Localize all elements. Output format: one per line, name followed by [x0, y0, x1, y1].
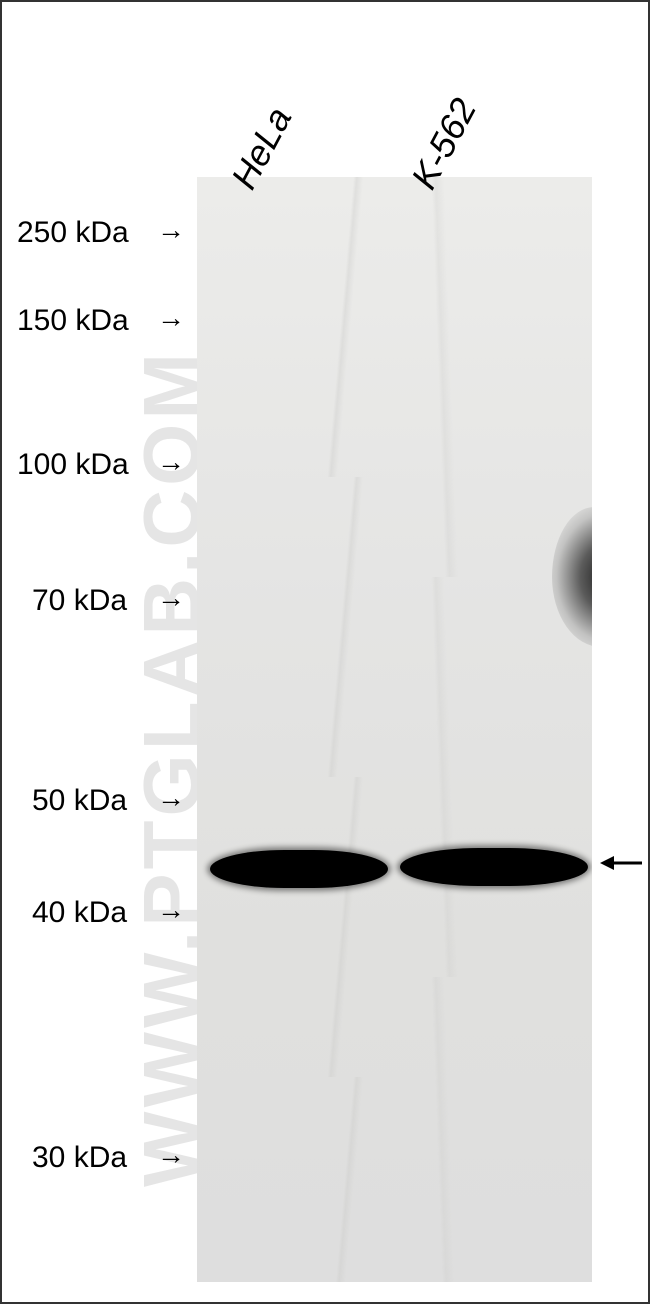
- marker-30-text: 30 kDa: [32, 1141, 127, 1174]
- marker-250-arrow: →: [157, 214, 185, 246]
- target-band-arrow: [600, 846, 644, 883]
- marker-150-arrow: →: [157, 302, 185, 334]
- marker-70: 70 kDa: [32, 584, 127, 618]
- marker-50-arrow: →: [157, 782, 185, 814]
- blot-membrane: [197, 177, 592, 1282]
- marker-70-text: 70 kDa: [32, 584, 127, 617]
- marker-40-text: 40 kDa: [32, 896, 127, 929]
- marker-250-text: 250 kDa: [17, 216, 129, 249]
- marker-100-text: 100 kDa: [17, 448, 129, 481]
- marker-100: 100 kDa: [17, 448, 129, 482]
- band-hela: [210, 850, 388, 888]
- marker-150: 150 kDa: [17, 304, 129, 338]
- marker-40-arrow: →: [157, 894, 185, 926]
- marker-50: 50 kDa: [32, 784, 127, 818]
- figure-container: WWW.PTGLAB.COM HeLa K-562 250 kDa → 150 …: [0, 0, 650, 1304]
- membrane-texture: [197, 177, 592, 1282]
- band-k562: [400, 848, 588, 886]
- arrow-left-icon: [600, 851, 644, 875]
- marker-250: 250 kDa: [17, 216, 129, 250]
- marker-30: 30 kDa: [32, 1141, 127, 1175]
- marker-150-text: 150 kDa: [17, 304, 129, 337]
- marker-50-text: 50 kDa: [32, 784, 127, 817]
- marker-40: 40 kDa: [32, 896, 127, 930]
- marker-30-arrow: →: [157, 1139, 185, 1171]
- marker-100-arrow: →: [157, 446, 185, 478]
- marker-70-arrow: →: [157, 582, 185, 614]
